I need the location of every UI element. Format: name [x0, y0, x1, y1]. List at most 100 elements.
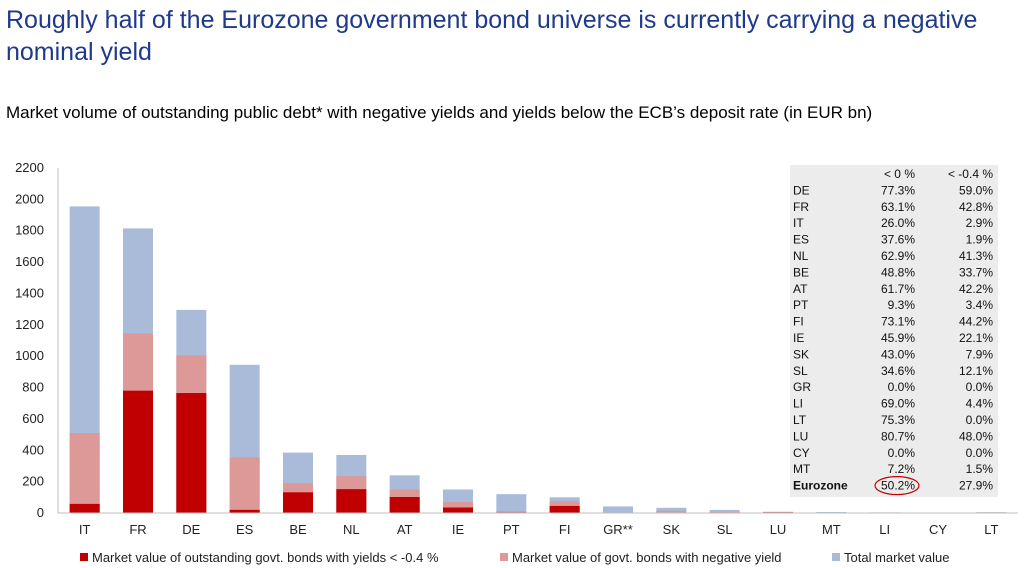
x-tick-label: IE — [452, 522, 465, 537]
table-row-label: NL — [793, 249, 809, 263]
y-tick-label: 400 — [22, 442, 44, 457]
y-tick-label: 1600 — [15, 254, 44, 269]
legend-swatch — [80, 553, 88, 561]
table-row-label: LI — [793, 397, 803, 411]
y-tick-label: 2200 — [15, 160, 44, 175]
table-row-label: MT — [793, 462, 811, 476]
table-row-label: LU — [793, 429, 808, 443]
table-cell-negative: 43.0% — [881, 347, 915, 361]
table-row-label: PT — [793, 298, 809, 312]
y-tick-label: 0 — [37, 505, 44, 520]
table-cell-below-deposit: 1.9% — [966, 233, 994, 247]
table-cell-below-deposit: 48.0% — [959, 429, 993, 443]
x-tick-label: CY — [929, 522, 947, 537]
table-cell-negative: 0.0% — [888, 446, 916, 460]
table-cell-negative: 62.9% — [881, 249, 915, 263]
table-cell-negative: 73.1% — [881, 315, 915, 329]
table-cell-negative: 50.2% — [881, 479, 915, 493]
table-row-label: IT — [793, 216, 804, 230]
legend-label: Total market value — [844, 550, 950, 565]
table-row-label: SL — [793, 364, 808, 378]
table-cell-negative: 48.8% — [881, 265, 915, 279]
bar-chart: 0200400600800100012001400160018002000220… — [0, 150, 1031, 542]
bar-total-pt — [496, 494, 526, 513]
bar-below-deposit-rate-ie — [443, 508, 473, 513]
table-cell-negative: 77.3% — [881, 183, 915, 197]
table-row-label: GR — [793, 380, 811, 394]
table-cell-negative: 63.1% — [881, 200, 915, 214]
y-tick-label: 1800 — [15, 223, 44, 238]
table-cell-below-deposit: 42.2% — [959, 282, 993, 296]
table-row-label: AT — [793, 282, 808, 296]
table-row-label: FI — [793, 315, 804, 329]
x-tick-label: LT — [984, 522, 998, 537]
x-tick-label: IT — [79, 522, 91, 537]
legend-label: Market value of outstanding govt. bonds … — [92, 550, 439, 565]
x-tick-label: FI — [559, 522, 571, 537]
table-cell-below-deposit: 0.0% — [966, 446, 994, 460]
y-tick-label: 1000 — [15, 348, 44, 363]
table-cell-below-deposit: 0.0% — [966, 413, 994, 427]
table-cell-below-deposit: 4.4% — [966, 397, 994, 411]
table-row-label: SK — [793, 347, 809, 361]
x-tick-label: LU — [770, 522, 787, 537]
y-tick-label: 1200 — [15, 317, 44, 332]
table-cell-below-deposit: 12.1% — [959, 364, 993, 378]
percentage-table: < 0 % < -0.4 % DE 77.3% 59.0% FR 63.1% 42.8% IT 2… — [790, 165, 998, 497]
table-cell-below-deposit: 33.7% — [959, 265, 993, 279]
table-cell-below-deposit: 22.1% — [959, 331, 993, 345]
bar-below-deposit-rate-fr — [123, 391, 153, 513]
x-tick-label: DE — [182, 522, 200, 537]
table-row-label: FR — [793, 200, 809, 214]
table-row-label: CY — [793, 446, 810, 460]
table-cell-negative: 34.6% — [881, 364, 915, 378]
x-tick-label: SL — [717, 522, 733, 537]
legend-swatch — [832, 553, 840, 561]
table-cell-below-deposit: 41.3% — [959, 249, 993, 263]
bar-negative-yield-es — [230, 457, 260, 513]
x-tick-label: GR** — [603, 522, 633, 537]
table-cell-negative: 37.6% — [881, 233, 915, 247]
x-tick-label: LI — [879, 522, 890, 537]
table-cell-negative: 80.7% — [881, 429, 915, 443]
table-header: < -0.4 % — [948, 167, 993, 181]
table-cell-below-deposit: 7.9% — [966, 347, 994, 361]
y-tick-label: 600 — [22, 411, 44, 426]
y-tick-label: 1400 — [15, 285, 44, 300]
table-cell-negative: 26.0% — [881, 216, 915, 230]
table-row-label: DE — [793, 183, 810, 197]
legend-item: Total market value — [832, 550, 950, 565]
x-tick-label: SK — [663, 522, 681, 537]
legend-label: Market value of govt. bonds with negativ… — [512, 550, 782, 565]
table-row-label: IE — [793, 331, 804, 345]
table-cell-below-deposit: 0.0% — [966, 380, 994, 394]
table-cell-negative: 9.3% — [888, 298, 916, 312]
table-cell-below-deposit: 2.9% — [966, 216, 994, 230]
table-row-label: BE — [793, 265, 809, 279]
table-cell-below-deposit: 27.9% — [959, 479, 993, 493]
table-row-label: LT — [793, 413, 807, 427]
bar-below-deposit-rate-be — [283, 492, 313, 513]
table-cell-negative: 75.3% — [881, 413, 915, 427]
table-cell-negative: 69.0% — [881, 397, 915, 411]
bar-below-deposit-rate-fi — [550, 506, 580, 513]
table-cell-negative: 0.0% — [888, 380, 916, 394]
x-tick-label: PT — [503, 522, 520, 537]
table-cell-below-deposit: 59.0% — [959, 183, 993, 197]
table-header: < 0 % — [884, 167, 915, 181]
x-tick-label: MT — [822, 522, 841, 537]
bar-below-deposit-rate-de — [176, 393, 206, 513]
y-tick-label: 2000 — [15, 191, 44, 206]
legend-item: Market value of govt. bonds with negativ… — [500, 550, 782, 565]
bar-below-deposit-rate-it — [70, 504, 100, 513]
legend-item: Market value of outstanding govt. bonds … — [80, 550, 439, 565]
table-cell-negative: 45.9% — [881, 331, 915, 345]
y-tick-label: 200 — [22, 474, 44, 489]
table-cell-below-deposit: 42.8% — [959, 200, 993, 214]
bar-below-deposit-rate-nl — [336, 489, 366, 513]
page-headline: Roughly half of the Eurozone government … — [6, 4, 1006, 68]
y-axis: 0200400600800100012001400160018002000220… — [15, 160, 58, 520]
table-cell-negative: 7.2% — [888, 462, 916, 476]
x-tick-label: AT — [397, 522, 413, 537]
